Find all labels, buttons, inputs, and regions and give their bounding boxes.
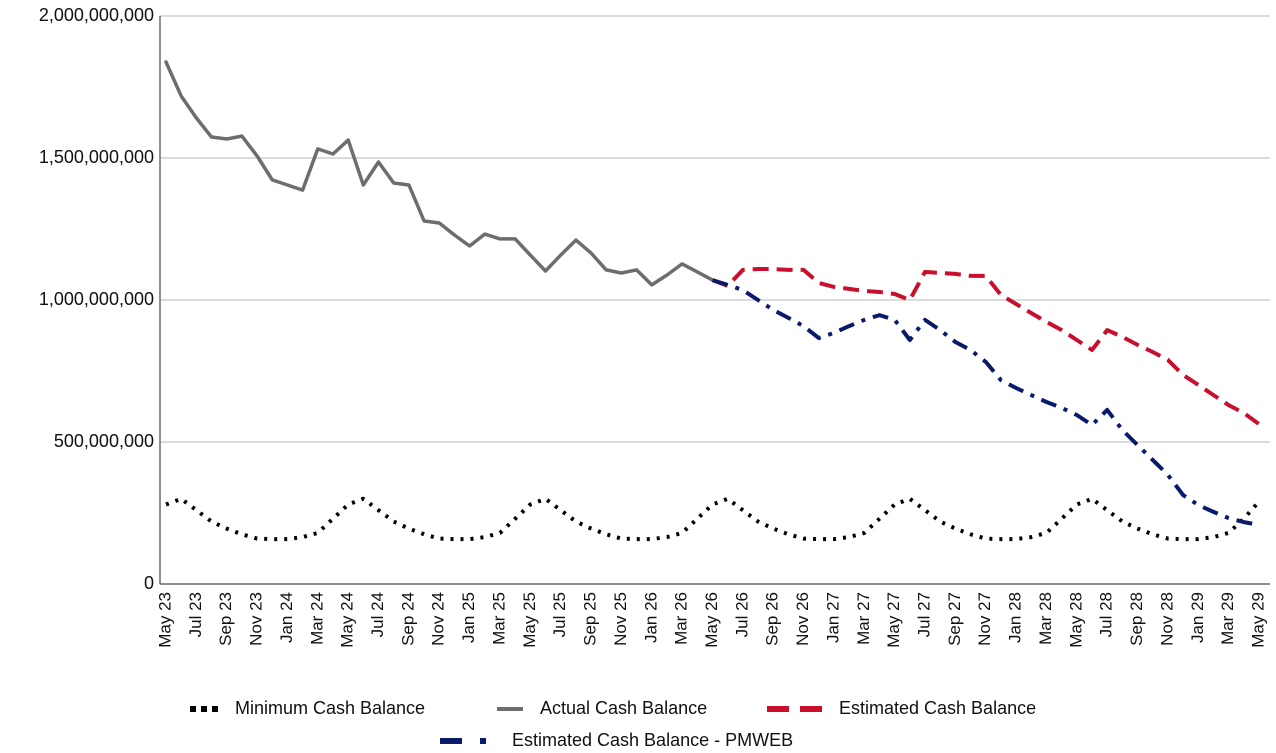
x-tick-label: Mar 24 [307, 592, 326, 645]
x-tick-label: Jul 27 [915, 592, 934, 637]
series-line [165, 496, 1261, 542]
series-line [711, 278, 1260, 527]
legend-label: Minimum Cash Balance [235, 698, 425, 718]
x-tick-label: Jan 28 [1006, 592, 1025, 643]
x-tick-label: May 23 [155, 592, 174, 648]
x-tick-label: Sep 26 [763, 592, 782, 646]
y-tick-label: 0 [144, 573, 154, 593]
x-tick-label: Nov 23 [247, 592, 266, 646]
x-tick-label: Nov 25 [611, 592, 630, 646]
x-tick-label: Sep 23 [216, 592, 235, 646]
x-tick-label: May 29 [1248, 592, 1267, 648]
x-tick-label: Jan 29 [1188, 592, 1207, 643]
x-tick-label: May 26 [702, 592, 721, 648]
legend-label: Estimated Cash Balance [839, 698, 1036, 718]
x-tick-label: Jan 24 [277, 592, 296, 643]
series-line [164, 60, 715, 287]
x-tick-label: Nov 24 [429, 592, 448, 646]
x-tick-label: Sep 28 [1127, 592, 1146, 646]
x-tick-label: Mar 28 [1036, 592, 1055, 645]
series-line [711, 267, 1261, 426]
x-tick-label: Jul 26 [732, 592, 751, 637]
x-tick-label: Jan 25 [459, 592, 478, 643]
x-tick-label: Mar 26 [672, 592, 691, 645]
x-tick-label: Sep 24 [398, 592, 417, 646]
x-tick-label: May 24 [338, 592, 357, 648]
y-tick-label: 1,000,000,000 [39, 289, 154, 309]
x-tick-label: Jul 24 [368, 592, 387, 637]
x-tick-label: Sep 27 [945, 592, 964, 646]
x-tick-label: Mar 27 [854, 592, 873, 645]
x-tick-label: Nov 27 [975, 592, 994, 646]
x-tick-label: May 27 [884, 592, 903, 648]
x-tick-label: Sep 25 [581, 592, 600, 646]
x-tick-label: Jul 25 [550, 592, 569, 637]
x-tick-label: Jul 23 [186, 592, 205, 637]
y-tick-label: 2,000,000,000 [39, 5, 154, 25]
x-tick-label: Mar 25 [489, 592, 508, 645]
legend-label: Estimated Cash Balance - PMWEB [512, 730, 793, 750]
x-tick-label: Mar 29 [1218, 592, 1237, 645]
y-tick-label: 500,000,000 [54, 431, 154, 451]
legend-label: Actual Cash Balance [540, 698, 707, 718]
x-tick-label: Jul 28 [1097, 592, 1116, 637]
x-tick-label: May 25 [520, 592, 539, 648]
x-tick-label: Nov 26 [793, 592, 812, 646]
x-tick-label: Nov 28 [1157, 592, 1176, 646]
x-tick-label: May 28 [1066, 592, 1085, 648]
y-tick-label: 1,500,000,000 [39, 147, 154, 167]
x-tick-label: Jan 26 [641, 592, 660, 643]
x-tick-label: Jan 27 [823, 592, 842, 643]
